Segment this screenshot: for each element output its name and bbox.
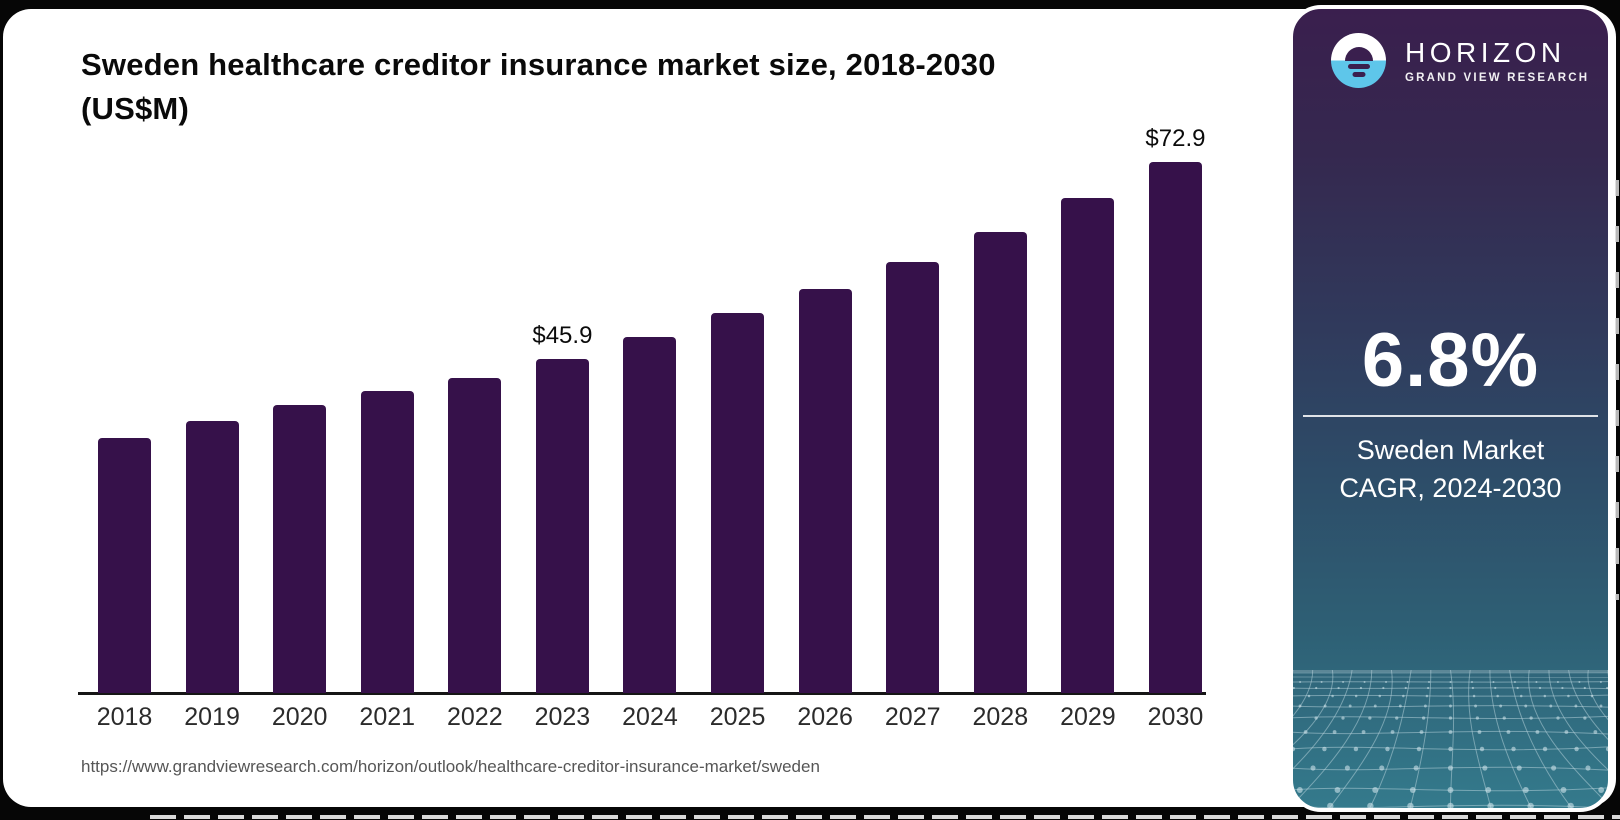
chart-title-line2: (US$M) — [81, 91, 189, 126]
sun-reflection-line — [1347, 64, 1370, 69]
cagr-stat-block: 6.8% Sweden Market CAGR, 2024-2030 — [1303, 321, 1598, 507]
sun-semicircle — [1344, 46, 1373, 61]
cagr-label-line1: Sweden Market — [1356, 435, 1545, 465]
selection-dashes-bottom — [150, 815, 1620, 819]
cagr-label: Sweden Market CAGR, 2024-2030 — [1303, 431, 1598, 507]
sidebar-panel: HORIZON GRAND VIEW RESEARCH 6.8% Sweden … — [1289, 5, 1612, 812]
brand-logo: HORIZON GRAND VIEW RESEARCH — [1331, 33, 1589, 88]
divider-line — [1303, 415, 1598, 417]
brand-text: HORIZON GRAND VIEW RESEARCH — [1405, 36, 1590, 84]
brand-subtitle: GRAND VIEW RESEARCH — [1405, 71, 1590, 84]
cagr-value: 6.8% — [1361, 318, 1540, 403]
source-url: https://www.grandviewresearch.com/horizo… — [81, 757, 820, 776]
selection-dashes-right — [1615, 180, 1619, 600]
chart-title: Sweden healthcare creditor insurance mar… — [81, 43, 1201, 131]
wireframe-terrain-graphic — [1293, 670, 1608, 808]
horizon-sun-icon — [1331, 33, 1386, 88]
brand-name: HORIZON — [1405, 36, 1566, 68]
cagr-label-line2: CAGR, 2024-2030 — [1339, 473, 1562, 503]
chart-title-line1: Sweden healthcare creditor insurance mar… — [81, 47, 996, 82]
sun-reflection-line — [1352, 72, 1365, 77]
